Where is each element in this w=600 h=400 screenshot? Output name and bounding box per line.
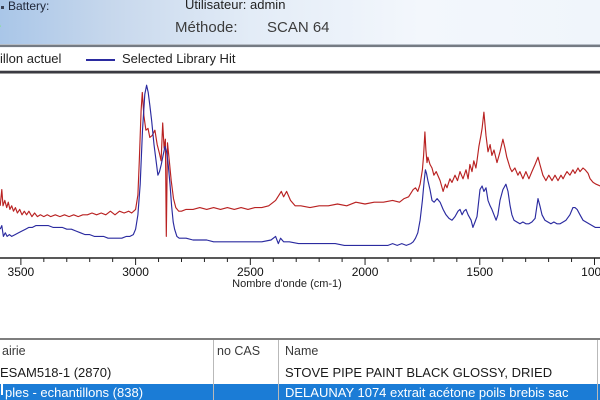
svg-text:1000: 1000 xyxy=(581,265,600,279)
legend-sample-label: illon actuel xyxy=(0,51,62,66)
column-divider xyxy=(213,340,214,400)
column-header-cas[interactable]: no CAS xyxy=(217,344,261,358)
table-row[interactable]: ESAM518-1 (2870) STOVE PIPE PAINT BLACK … xyxy=(0,362,600,384)
column-header-library[interactable]: airie xyxy=(2,344,26,358)
cell-library: ples - echantillons (838) xyxy=(5,385,144,400)
table-header-row: airie no CAS Name xyxy=(0,340,600,362)
cell-name: DELAUNAY 1074 extrait acétone poils breb… xyxy=(285,385,569,400)
svg-text:3500: 3500 xyxy=(8,265,35,279)
method-value: SCAN 64 xyxy=(267,19,330,36)
svg-text:3000: 3000 xyxy=(122,265,149,279)
cell-name: STOVE PIPE PAINT BLACK GLOSSY, DRIED xyxy=(285,365,553,380)
legend-library-label: Selected Library Hit xyxy=(122,51,236,66)
svg-text:1500: 1500 xyxy=(466,265,493,279)
title-bar: Battery: * Utilisateur: admin Méthode: S… xyxy=(0,0,600,44)
titlebar-separator xyxy=(0,44,600,48)
svg-text:2500: 2500 xyxy=(237,265,264,279)
svg-text:2000: 2000 xyxy=(352,265,379,279)
spectrum-chart[interactable]: 3500 3000 2500 2000 1500 1000 xyxy=(0,74,600,296)
library-legend-line xyxy=(86,59,115,61)
column-header-name[interactable]: Name xyxy=(285,344,319,358)
clipped-text-fragment xyxy=(1,384,3,395)
table-right-border xyxy=(597,340,598,400)
status-ready-indicator-icon: * xyxy=(0,20,1,43)
method-label: Méthode: xyxy=(175,19,238,36)
library-results-table: airie no CAS Name ESAM518-1 (2870) STOVE… xyxy=(0,338,600,400)
user-label: Utilisateur: admin xyxy=(185,0,286,12)
column-divider xyxy=(278,340,279,400)
chart-legend: illon actuel Selected Library Hit xyxy=(0,48,600,70)
x-axis-title: Nombre d'onde (cm-1) xyxy=(232,278,342,290)
spectrum-chart-area[interactable]: 3500 3000 2500 2000 1500 1000 xyxy=(0,74,600,296)
battery-label: Battery: xyxy=(8,0,50,13)
clipped-icon-fragment xyxy=(1,6,4,9)
cell-library: ESAM518-1 (2870) xyxy=(0,365,112,380)
table-row-selected[interactable]: ples - echantillons (838) DELAUNAY 1074 … xyxy=(0,384,600,400)
legend-separator xyxy=(0,70,600,74)
